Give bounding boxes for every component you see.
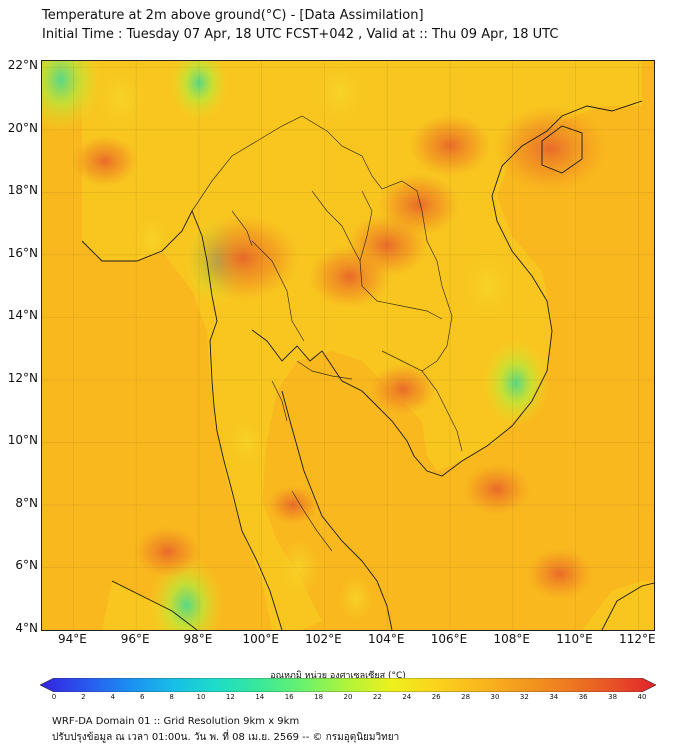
colorbar-tick-label: 12 <box>225 693 235 701</box>
colorbar-title: อุณหภูมิ หน่วย องศาเซลเซียส (°C) <box>270 671 406 681</box>
longitude-tick-label: 104°E <box>367 632 405 646</box>
colorbar-tick-label: 22 <box>372 693 382 701</box>
cool-spot <box>94 64 147 133</box>
longitude-tick-label: 106°E <box>430 632 468 646</box>
hot-spot <box>267 484 320 525</box>
latitude-tick-label: 14°N <box>7 308 38 323</box>
latitude-tick-label: 8°N <box>15 495 38 510</box>
temperature-map[interactable] <box>41 60 655 631</box>
hot-spot <box>369 363 437 416</box>
cool-spot <box>133 215 170 263</box>
colorbar-tick-label: 32 <box>519 693 529 701</box>
colorbar-tick-label: 18 <box>314 693 324 701</box>
colorbar-tick-label: 24 <box>402 693 412 701</box>
colorbar-tick-label: 28 <box>461 693 471 701</box>
longitude-tick-label: 110°E <box>556 632 593 646</box>
latitude-tick-label: 12°N <box>7 370 38 385</box>
longitude-tick-label: 112°E <box>619 632 656 646</box>
colorbar-tick-label: 0 <box>51 693 57 701</box>
cool-spot <box>337 575 374 623</box>
colorbar-tick-label: 8 <box>169 693 174 701</box>
colorbar-tick-label: 14 <box>255 693 265 701</box>
longitude-tick-label: 108°E <box>493 632 531 646</box>
chart-title: Temperature at 2m above ground(°C) - [Da… <box>42 8 424 23</box>
colorbar-tick-label: 10 <box>196 693 206 701</box>
hot-spot <box>408 113 492 178</box>
hot-spot <box>185 213 301 302</box>
cool-spot <box>277 538 322 597</box>
map-canvas <box>42 61 654 630</box>
colorbar-tick-label: 4 <box>110 693 116 701</box>
longitude-tick-label: 98°E <box>183 632 213 646</box>
latitude-tick-label: 16°N <box>7 245 38 260</box>
colorbar-tick-label: 6 <box>139 693 145 701</box>
hot-spot <box>493 104 608 193</box>
longitude-tick-label: 102°E <box>305 632 342 646</box>
footer-update-info: ปรับปรุงข้อมูล ณ เวลา 01:00น. วัน พ. ที่… <box>52 732 400 743</box>
colorbar-tick-label: 2 <box>81 693 86 701</box>
latitude-tick-label: 18°N <box>7 183 38 198</box>
hot-spot <box>526 547 594 600</box>
cool-spot <box>42 61 103 135</box>
footer-model-info: WRF-DA Domain 01 :: Grid Resolution 9km … <box>52 716 300 727</box>
hot-spot <box>377 172 461 237</box>
colorbar-tick-label: 30 <box>490 693 500 701</box>
borders <box>191 115 463 552</box>
hot-spot <box>133 525 202 578</box>
hot-anomalies <box>70 104 608 600</box>
longitude-tick-label: 100°E <box>242 632 279 646</box>
graticule <box>42 61 654 630</box>
cool-spot <box>481 338 550 428</box>
land-mainland <box>82 61 642 630</box>
colorbar-tick-label: 40 <box>637 693 647 701</box>
colorbar <box>40 678 656 692</box>
latitude-tick-label: 6°N <box>15 558 38 573</box>
colorbar-tick-label: 20 <box>343 693 353 701</box>
cool-spot <box>314 61 367 127</box>
hot-spot <box>307 244 392 309</box>
colorbar-bar <box>40 678 656 692</box>
colorbar-tick-label: 38 <box>608 693 618 701</box>
longitude-tick-label: 94°E <box>57 632 87 646</box>
cool-spot <box>228 419 264 466</box>
colorbar-tick-label: 34 <box>549 693 559 701</box>
latitude-tick-label: 20°N <box>7 120 38 135</box>
latitude-tick-label: 4°N <box>15 621 38 635</box>
cool-spot <box>461 252 514 320</box>
chart-subtitle: Initial Time : Tuesday 07 Apr, 18 UTC FC… <box>42 27 559 42</box>
colorbar-tick-label: 36 <box>578 693 588 701</box>
latitude-tick-label: 22°N <box>7 58 38 73</box>
land-borneo <box>582 581 654 630</box>
coastlines <box>81 100 654 630</box>
colorbar-tick-label: 16 <box>284 693 294 701</box>
longitude-tick-label: 96°E <box>120 632 150 646</box>
colorbar-tick-label: 26 <box>431 693 441 701</box>
hot-spot <box>463 463 531 516</box>
cool-spot <box>168 61 229 122</box>
hot-spot <box>70 135 139 188</box>
latitude-tick-label: 10°N <box>7 433 38 448</box>
